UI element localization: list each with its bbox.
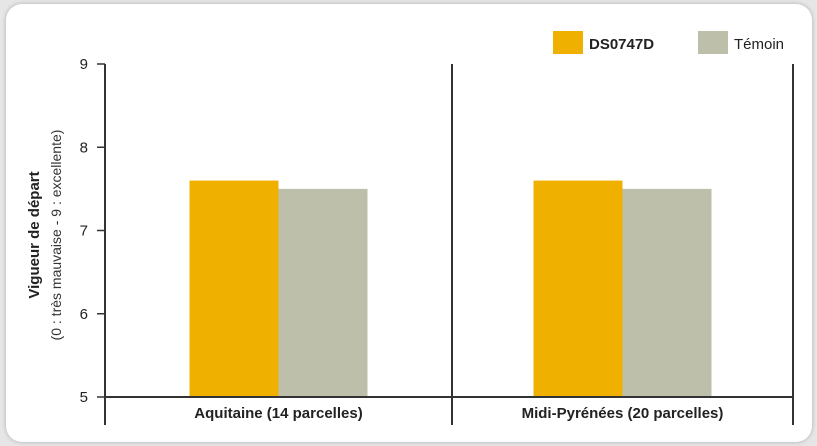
y-tick-label: 7 bbox=[80, 223, 88, 240]
y-tick-label: 9 bbox=[80, 56, 88, 73]
legend-label-ds0747d: DS0747D bbox=[589, 36, 654, 53]
bar-chart: DS0747D Témoin Vigueur de départ (0 : tr… bbox=[26, 31, 794, 425]
category-label: Aquitaine (14 parcelles) bbox=[194, 405, 362, 422]
bar-ds0747d-0 bbox=[189, 180, 279, 397]
bars bbox=[189, 180, 712, 397]
chart-card: DS0747D Témoin Vigueur de départ (0 : tr… bbox=[6, 4, 812, 442]
y-axis-title: Vigueur de départ (0 : très mauvaise - 9… bbox=[26, 130, 64, 341]
y-axis-sublabel: (0 : très mauvaise - 9 : excellente) bbox=[48, 130, 64, 341]
y-tick-label: 6 bbox=[80, 306, 88, 323]
bar-ds0747d-1 bbox=[533, 180, 623, 397]
category-labels: Aquitaine (14 parcelles) Midi-Pyrénées (2… bbox=[194, 405, 723, 422]
legend: DS0747D Témoin bbox=[553, 31, 784, 54]
y-tick-label: 8 bbox=[80, 139, 88, 156]
y-tick-label: 5 bbox=[80, 389, 88, 406]
y-axis-ticks: 5 6 7 8 9 bbox=[80, 56, 105, 406]
y-axis-label: Vigueur de départ bbox=[26, 171, 43, 298]
legend-swatch-ds0747d bbox=[553, 31, 583, 54]
category-label: Midi-Pyrénées (20 parcelles) bbox=[522, 405, 724, 422]
legend-label-temoin: Témoin bbox=[734, 36, 784, 53]
plot-frame bbox=[104, 64, 794, 425]
legend-swatch-temoin bbox=[698, 31, 728, 54]
bar-t-moin-1 bbox=[622, 188, 712, 397]
bar-t-moin-0 bbox=[278, 188, 368, 397]
